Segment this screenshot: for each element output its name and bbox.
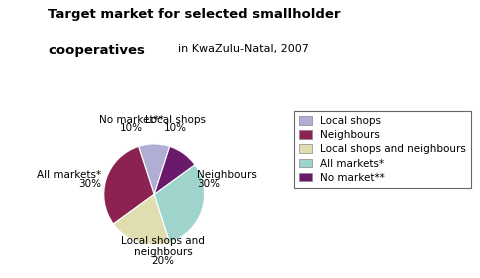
Wedge shape [104,147,154,224]
Text: Local shops and
neighbours: Local shops and neighbours [121,236,205,257]
Wedge shape [113,194,169,245]
Text: in KwaZulu-Natal, 2007: in KwaZulu-Natal, 2007 [178,44,308,54]
Wedge shape [154,165,204,242]
Text: 10%: 10% [164,123,186,133]
Text: cooperatives: cooperatives [48,44,144,58]
Text: No market**: No market** [99,115,164,125]
Wedge shape [138,144,169,194]
Wedge shape [154,147,194,194]
Text: 20%: 20% [151,256,174,266]
Text: All markets*: All markets* [37,170,101,180]
Text: Target market for selected smallholder: Target market for selected smallholder [48,8,340,21]
Legend: Local shops, Neighbours, Local shops and neighbours, All markets*, No market**: Local shops, Neighbours, Local shops and… [293,111,470,188]
Text: Neighbours: Neighbours [197,170,256,180]
Text: 30%: 30% [197,179,219,189]
Text: 10%: 10% [120,123,143,133]
Text: Local shops: Local shops [144,115,205,125]
Text: 30%: 30% [78,179,101,189]
